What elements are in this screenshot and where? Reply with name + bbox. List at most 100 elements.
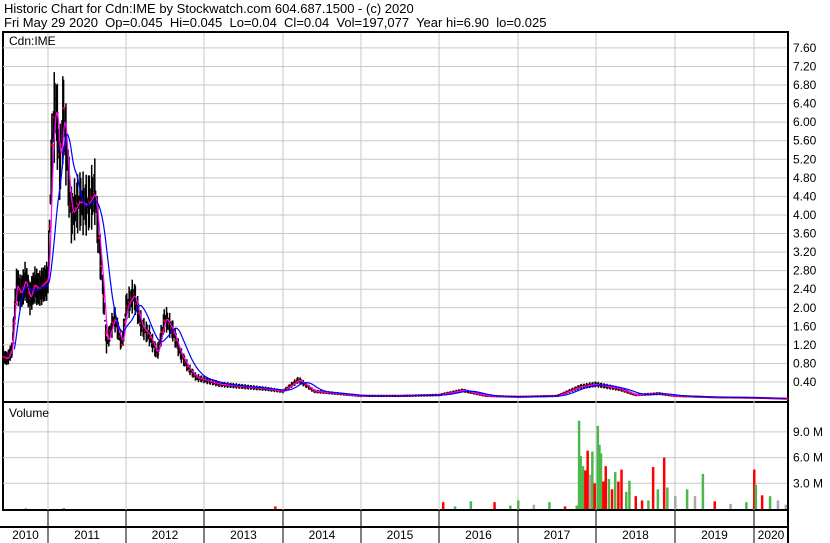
year-label: 2017 <box>544 528 571 542</box>
close-mark <box>137 312 141 315</box>
year-label: 2018 <box>622 528 649 542</box>
volume-bar <box>784 504 788 509</box>
volume-bar <box>581 466 585 509</box>
volume-bar <box>509 505 512 509</box>
volume-panel-title: Volume <box>9 406 49 420</box>
volume-bar <box>666 487 669 509</box>
close-mark <box>121 343 125 346</box>
price-tick-label: 3.20 <box>793 245 817 259</box>
volume-bar <box>607 479 611 509</box>
close-mark <box>186 365 190 368</box>
volume-bar <box>613 472 617 509</box>
year-label: 2015 <box>387 528 414 542</box>
chart-title: Historic Chart for Cdn:IME by Stockwatch… <box>4 1 414 16</box>
volume-bar <box>596 425 600 509</box>
close-mark <box>149 336 153 339</box>
close-mark <box>174 339 178 342</box>
close-mark <box>62 107 66 110</box>
volume-bar <box>628 480 631 509</box>
year-label: 2016 <box>465 528 492 542</box>
year-label: 2013 <box>230 528 257 542</box>
volume-bar <box>598 444 601 509</box>
price-tick-label: 3.60 <box>793 227 817 241</box>
volume-bar <box>441 502 445 509</box>
price-tick-label: 0.40 <box>793 375 817 389</box>
year-label: 2010 <box>12 528 39 542</box>
volume-bar <box>760 495 764 509</box>
close-mark <box>48 225 52 228</box>
volume-bar <box>610 489 614 509</box>
price-tick-label: 1.60 <box>793 319 817 333</box>
close-mark <box>172 332 176 335</box>
close-mark <box>74 207 78 209</box>
volume-bar <box>713 501 716 509</box>
year-label: 2012 <box>152 528 179 542</box>
volume-bar <box>563 506 567 509</box>
year-label: 2020 <box>758 528 785 542</box>
volume-bar <box>776 500 780 509</box>
volume-bar <box>701 473 705 509</box>
year-label: 2014 <box>309 528 336 542</box>
price-tick-label: 2.00 <box>793 301 817 315</box>
close-mark <box>50 144 54 147</box>
long-ma-line <box>13 133 787 400</box>
volume-bar <box>656 489 660 509</box>
price-tick-label: 6.00 <box>793 115 817 129</box>
volume-bar <box>729 503 732 509</box>
close-mark <box>102 295 106 298</box>
volume-bar <box>575 505 578 509</box>
price-tick-label: 1.20 <box>793 338 817 352</box>
price-tick-label: 4.80 <box>793 171 817 185</box>
volume-bar <box>579 455 582 509</box>
volume-bar <box>693 496 697 509</box>
close-mark <box>163 319 167 322</box>
quote-summary: Fri May 29 2020 Op=0.045 Hi=0.045 Lo=0.0… <box>4 15 547 30</box>
volume-bar <box>493 502 496 509</box>
volume-bar <box>577 420 581 509</box>
volume-bar <box>768 496 772 509</box>
volume-bar <box>62 508 66 509</box>
price-tick-label: 7.20 <box>793 59 817 73</box>
volume-bar <box>745 502 748 509</box>
volume-bar <box>674 496 677 509</box>
volume-bar <box>591 451 594 509</box>
price-tick-label: 2.40 <box>793 282 817 296</box>
volume-bar <box>640 500 644 509</box>
close-mark <box>97 237 101 240</box>
volume-panel <box>2 401 789 511</box>
close-mark <box>111 321 115 324</box>
price-tick-label: 6.80 <box>793 78 817 92</box>
volume-bar <box>617 481 620 509</box>
price-tick-label: 7.60 <box>793 41 817 55</box>
volume-bar <box>517 500 520 509</box>
volume-bar <box>651 467 655 509</box>
close-mark <box>100 265 104 267</box>
volume-bar <box>634 496 637 509</box>
volume-bar <box>647 500 650 509</box>
volume-bar <box>662 457 666 509</box>
year-label: 2011 <box>74 528 100 542</box>
close-mark <box>123 321 127 324</box>
price-tick-label: 2.80 <box>793 264 817 278</box>
volume-bar <box>274 506 277 509</box>
close-mark <box>104 331 108 334</box>
volume-bar <box>548 502 551 509</box>
close-mark <box>785 397 789 400</box>
volume-tick-label: 6.0 M <box>793 451 823 465</box>
volume-bar <box>685 489 689 509</box>
volume-bar <box>532 504 536 509</box>
volume-bar <box>625 491 628 509</box>
price-panel-title: Cdn:IME <box>9 34 56 48</box>
volume-bar <box>453 506 457 509</box>
price-tick-label: 5.60 <box>793 134 817 148</box>
volume-bar <box>604 466 607 509</box>
volume-bar <box>588 474 592 509</box>
price-tick-label: 4.00 <box>793 208 817 222</box>
price-tick-label: 4.40 <box>793 189 817 203</box>
price-tick-label: 5.20 <box>793 152 817 166</box>
volume-tick-label: 3.0 M <box>793 476 823 490</box>
price-tick-label: 0.80 <box>793 356 817 370</box>
close-mark <box>311 389 315 392</box>
